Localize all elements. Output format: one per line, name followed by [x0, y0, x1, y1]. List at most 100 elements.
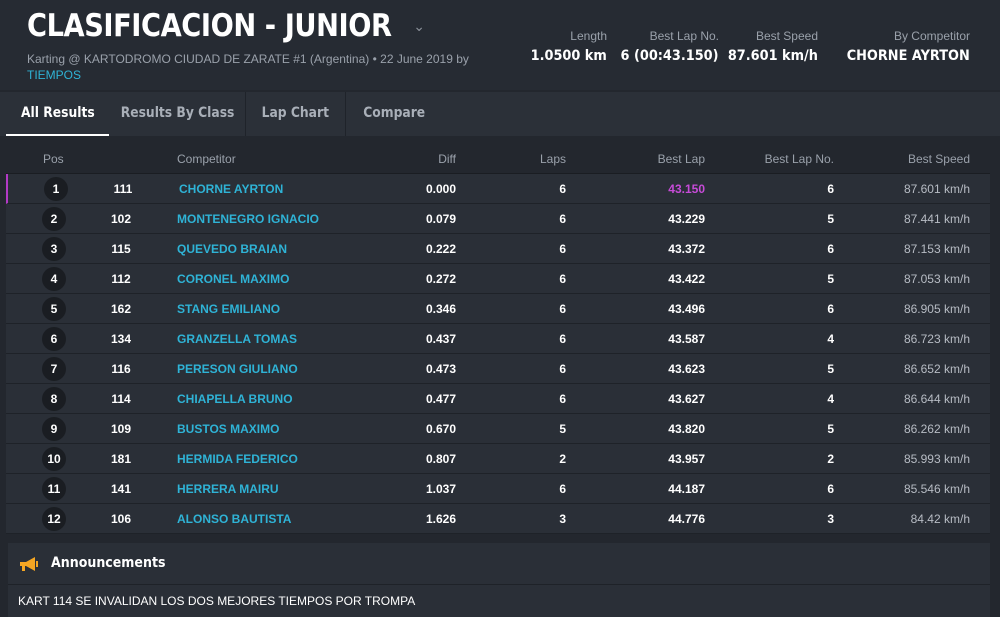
column-header-best-speed[interactable]: Best Speed [907, 152, 970, 166]
best-speed-value: 87.601 km/h [903, 182, 970, 196]
competitor-link[interactable]: ALONSO BAUTISTA [177, 512, 292, 526]
diff-value: 0.670 [425, 422, 456, 436]
position-badge: 1 [44, 177, 68, 201]
kart-number: 134 [110, 332, 132, 346]
tab-all-results[interactable]: All Results [6, 92, 109, 136]
best-speed-value: 87.441 km/h [903, 212, 970, 226]
competitor-link[interactable]: GRANZELLA TOMAS [177, 332, 297, 346]
competitor-link[interactable]: HERMIDA FEDERICO [177, 452, 298, 466]
tab-label: Results By Class [120, 105, 235, 121]
stat-length: Length 1.0500 km [524, 29, 607, 64]
best-lap-value: 43.623 [668, 362, 705, 376]
kart-number: 111 [113, 182, 133, 196]
diff-value: 0.437 [425, 332, 456, 346]
kart-number: 109 [110, 422, 132, 436]
competitor-link[interactable]: CHIAPELLA BRUNO [177, 392, 293, 406]
kart-number: 114 [111, 392, 131, 406]
table-row[interactable]: 8 114 CHIAPELLA BRUNO 0.477 6 43.627 4 86.644 k… [6, 384, 990, 414]
event-info: Karting @ KARTODROMO CIUDAD DE ZARATE #1… [27, 51, 497, 83]
announcements-title: Announcements [51, 555, 166, 571]
kart-number: 141 [110, 482, 132, 496]
table-row[interactable]: 12 106 ALONSO BAUTISTA 1.626 3 44.776 3 84.42 k… [6, 504, 990, 534]
kart-number: 106 [110, 512, 132, 526]
best-lap-no-value: 5 [827, 272, 834, 286]
chevron-down-icon[interactable]: ⌄ [413, 17, 425, 34]
best-lap-no-value: 6 [827, 182, 834, 196]
competitor-link[interactable]: CORONEL MAXIMO [177, 272, 290, 286]
table-row[interactable]: 3 115 QUEVEDO BRAIAN 0.222 6 43.372 6 87.153 km… [6, 234, 990, 264]
position-badge: 4 [42, 267, 66, 291]
column-header-best-lap[interactable]: Best Lap [657, 152, 705, 166]
competitor-link[interactable]: MONTENEGRO IGNACIO [177, 212, 320, 226]
stat-label: Best Speed [755, 29, 818, 43]
competitor-link[interactable]: STANG EMILIANO [177, 302, 281, 316]
diff-value: 0.346 [425, 302, 456, 316]
tab-divider [245, 92, 246, 136]
best-lap-value: 43.587 [668, 332, 705, 346]
results-table: Pos Competitor Diff Laps Best Lap Best L… [6, 144, 990, 534]
position-badge: 10 [42, 447, 66, 471]
table-row[interactable]: 11 141 HERRERA MAIRU 1.037 6 44.187 6 85.546 km… [6, 474, 990, 504]
table-row[interactable]: 5 162 STANG EMILIANO 0.346 6 43.496 6 86.905 km… [6, 294, 990, 324]
kart-number: 112 [111, 272, 131, 286]
competitor-link[interactable]: QUEVEDO BRAIAN [177, 242, 288, 256]
best-lap-value: 43.627 [668, 392, 705, 406]
competitor-link[interactable]: CHORNE AYRTON [179, 182, 284, 196]
competitor-link[interactable]: PERESON GIULIANO [177, 362, 298, 376]
best-lap-value: 43.150 [668, 182, 705, 196]
column-header-best-lap-no[interactable]: Best Lap No. [764, 152, 834, 166]
best-lap-no-value: 6 [827, 242, 834, 256]
event-header: CLASIFICACION - JUNIOR ⌄ Karting @ KARTO… [0, 0, 1000, 90]
best-lap-no-value: 4 [827, 392, 834, 406]
column-header-diff[interactable]: Diff [438, 152, 456, 166]
kart-number: 115 [111, 242, 131, 256]
best-lap-value: 43.229 [668, 212, 705, 226]
best-speed-value: 86.723 km/h [903, 332, 970, 346]
best-lap-no-value: 6 [827, 302, 834, 316]
best-speed-value: 87.153 km/h [903, 242, 970, 256]
table-row[interactable]: 9 109 BUSTOS MAXIMO 0.670 5 43.820 5 86.262 km/… [6, 414, 990, 444]
laps-value: 6 [559, 482, 566, 496]
table-row[interactable]: 2 102 MONTENEGRO IGNACIO 0.079 6 43.229 5 87.44… [6, 204, 990, 234]
table-row[interactable]: 10 181 HERMIDA FEDERICO 0.807 2 43.957 2 85.993… [6, 444, 990, 474]
best-speed-value: 87.053 km/h [903, 272, 970, 286]
page-title[interactable]: CLASIFICACION - JUNIOR [27, 8, 392, 44]
competitor-link[interactable]: BUSTOS MAXIMO [177, 422, 280, 436]
position-badge: 12 [42, 507, 66, 531]
table-row[interactable]: 4 112 CORONEL MAXIMO 0.272 6 43.422 5 87.053 km… [6, 264, 990, 294]
diff-value: 0.222 [425, 242, 456, 256]
position-badge: 2 [42, 207, 66, 231]
laps-value: 3 [559, 512, 566, 526]
best-lap-value: 43.496 [668, 302, 705, 316]
announcements-header: Announcements [8, 543, 990, 585]
table-header: Pos Competitor Diff Laps Best Lap Best L… [6, 144, 990, 174]
table-row[interactable]: 6 134 GRANZELLA TOMAS 0.437 6 43.587 4 86.723 k… [6, 324, 990, 354]
table-row[interactable]: 7 116 PERESON GIULIANO 0.473 6 43.623 5 86.652 … [6, 354, 990, 384]
stat-value: CHORNE AYRTON [846, 48, 970, 64]
best-lap-no-value: 5 [827, 362, 834, 376]
column-header-pos[interactable]: Pos [43, 152, 64, 166]
column-header-competitor[interactable]: Competitor [177, 152, 236, 166]
best-lap-no-value: 5 [827, 212, 834, 226]
kart-number: 116 [111, 362, 131, 376]
diff-value: 0.272 [425, 272, 456, 286]
position-badge: 11 [42, 477, 66, 501]
tab-lap-chart[interactable]: Lap Chart [246, 92, 345, 136]
organizer-link[interactable]: TIEMPOS [27, 68, 82, 82]
best-lap-no-value: 3 [827, 512, 834, 526]
laps-value: 6 [559, 392, 566, 406]
stat-label: Length [570, 29, 607, 43]
competitor-link[interactable]: HERRERA MAIRU [177, 482, 279, 496]
tab-results-by-class[interactable]: Results By Class [111, 92, 244, 136]
best-lap-value: 43.957 [668, 452, 705, 466]
best-speed-value: 86.652 km/h [903, 362, 970, 376]
best-lap-value: 43.820 [668, 422, 705, 436]
column-header-laps[interactable]: Laps [539, 152, 566, 166]
title-row[interactable]: CLASIFICACION - JUNIOR ⌄ [27, 8, 425, 44]
best-speed-value: 85.993 km/h [903, 452, 970, 466]
tab-compare[interactable]: Compare [346, 92, 442, 136]
diff-value: 0.473 [425, 362, 456, 376]
position-badge: 5 [42, 297, 66, 321]
table-row[interactable]: 1 111 CHORNE AYRTON 0.000 6 43.150 6 87.601 km/… [6, 174, 990, 204]
laps-value: 6 [559, 272, 566, 286]
